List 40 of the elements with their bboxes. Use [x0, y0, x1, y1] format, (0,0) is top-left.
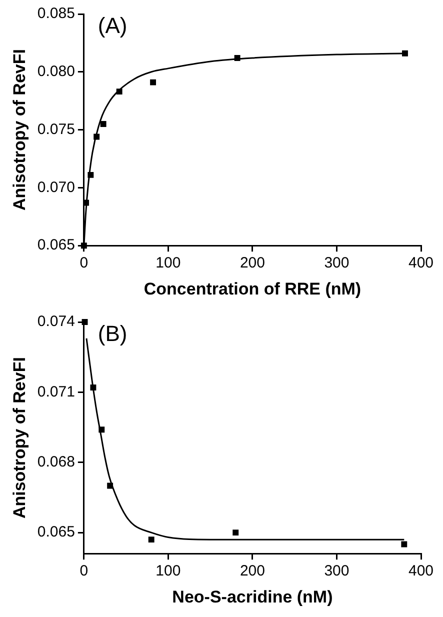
annotation: (A) — [98, 13, 128, 38]
y-tick-label: 0.080 — [37, 63, 75, 80]
x-tick-label: 400 — [408, 562, 434, 580]
y-tick-label: 0.070 — [37, 178, 75, 196]
x-axis-title: Neo-S-acridine (nM) — [172, 587, 333, 606]
y-tick-label: 0.065 — [37, 236, 75, 254]
point — [90, 384, 96, 390]
point — [401, 541, 408, 548]
annotation: (B) — [98, 321, 128, 346]
x-tick-label: 400 — [408, 254, 434, 272]
y-tick-label: 0.074 — [37, 313, 75, 330]
x-tick-label: 0 — [80, 254, 88, 272]
point — [98, 426, 105, 433]
x-tick-label: 100 — [156, 254, 181, 272]
y-tick-label: 0.065 — [37, 524, 75, 541]
x-tick-label: 100 — [156, 562, 181, 580]
point — [94, 134, 100, 140]
x-tick-label: 0 — [80, 562, 88, 580]
y-tick-label: 0.071 — [37, 383, 75, 400]
y-tick-label: 0.075 — [37, 120, 75, 138]
x-tick-label: 200 — [240, 562, 265, 580]
x-tick-label: 300 — [324, 254, 350, 272]
point — [148, 536, 154, 543]
point — [402, 50, 408, 56]
point — [150, 79, 156, 86]
point — [82, 319, 88, 325]
point — [234, 55, 240, 61]
point — [116, 88, 122, 95]
x-tick-label: 200 — [240, 254, 265, 272]
y-tick-label: 0.085 — [37, 5, 75, 22]
point — [88, 172, 94, 178]
y-tick-label: 0.068 — [37, 454, 75, 471]
x-tick-label: 300 — [324, 562, 350, 580]
y-axis-title: Anisotropy of RevFI — [10, 49, 29, 211]
point — [100, 121, 106, 127]
point — [232, 530, 239, 536]
x-axis-title: Concentration of RRE (nM) — [144, 279, 362, 298]
point — [80, 242, 87, 249]
y-axis-title: Anisotropy of RevFI — [10, 357, 29, 519]
point — [107, 482, 114, 489]
